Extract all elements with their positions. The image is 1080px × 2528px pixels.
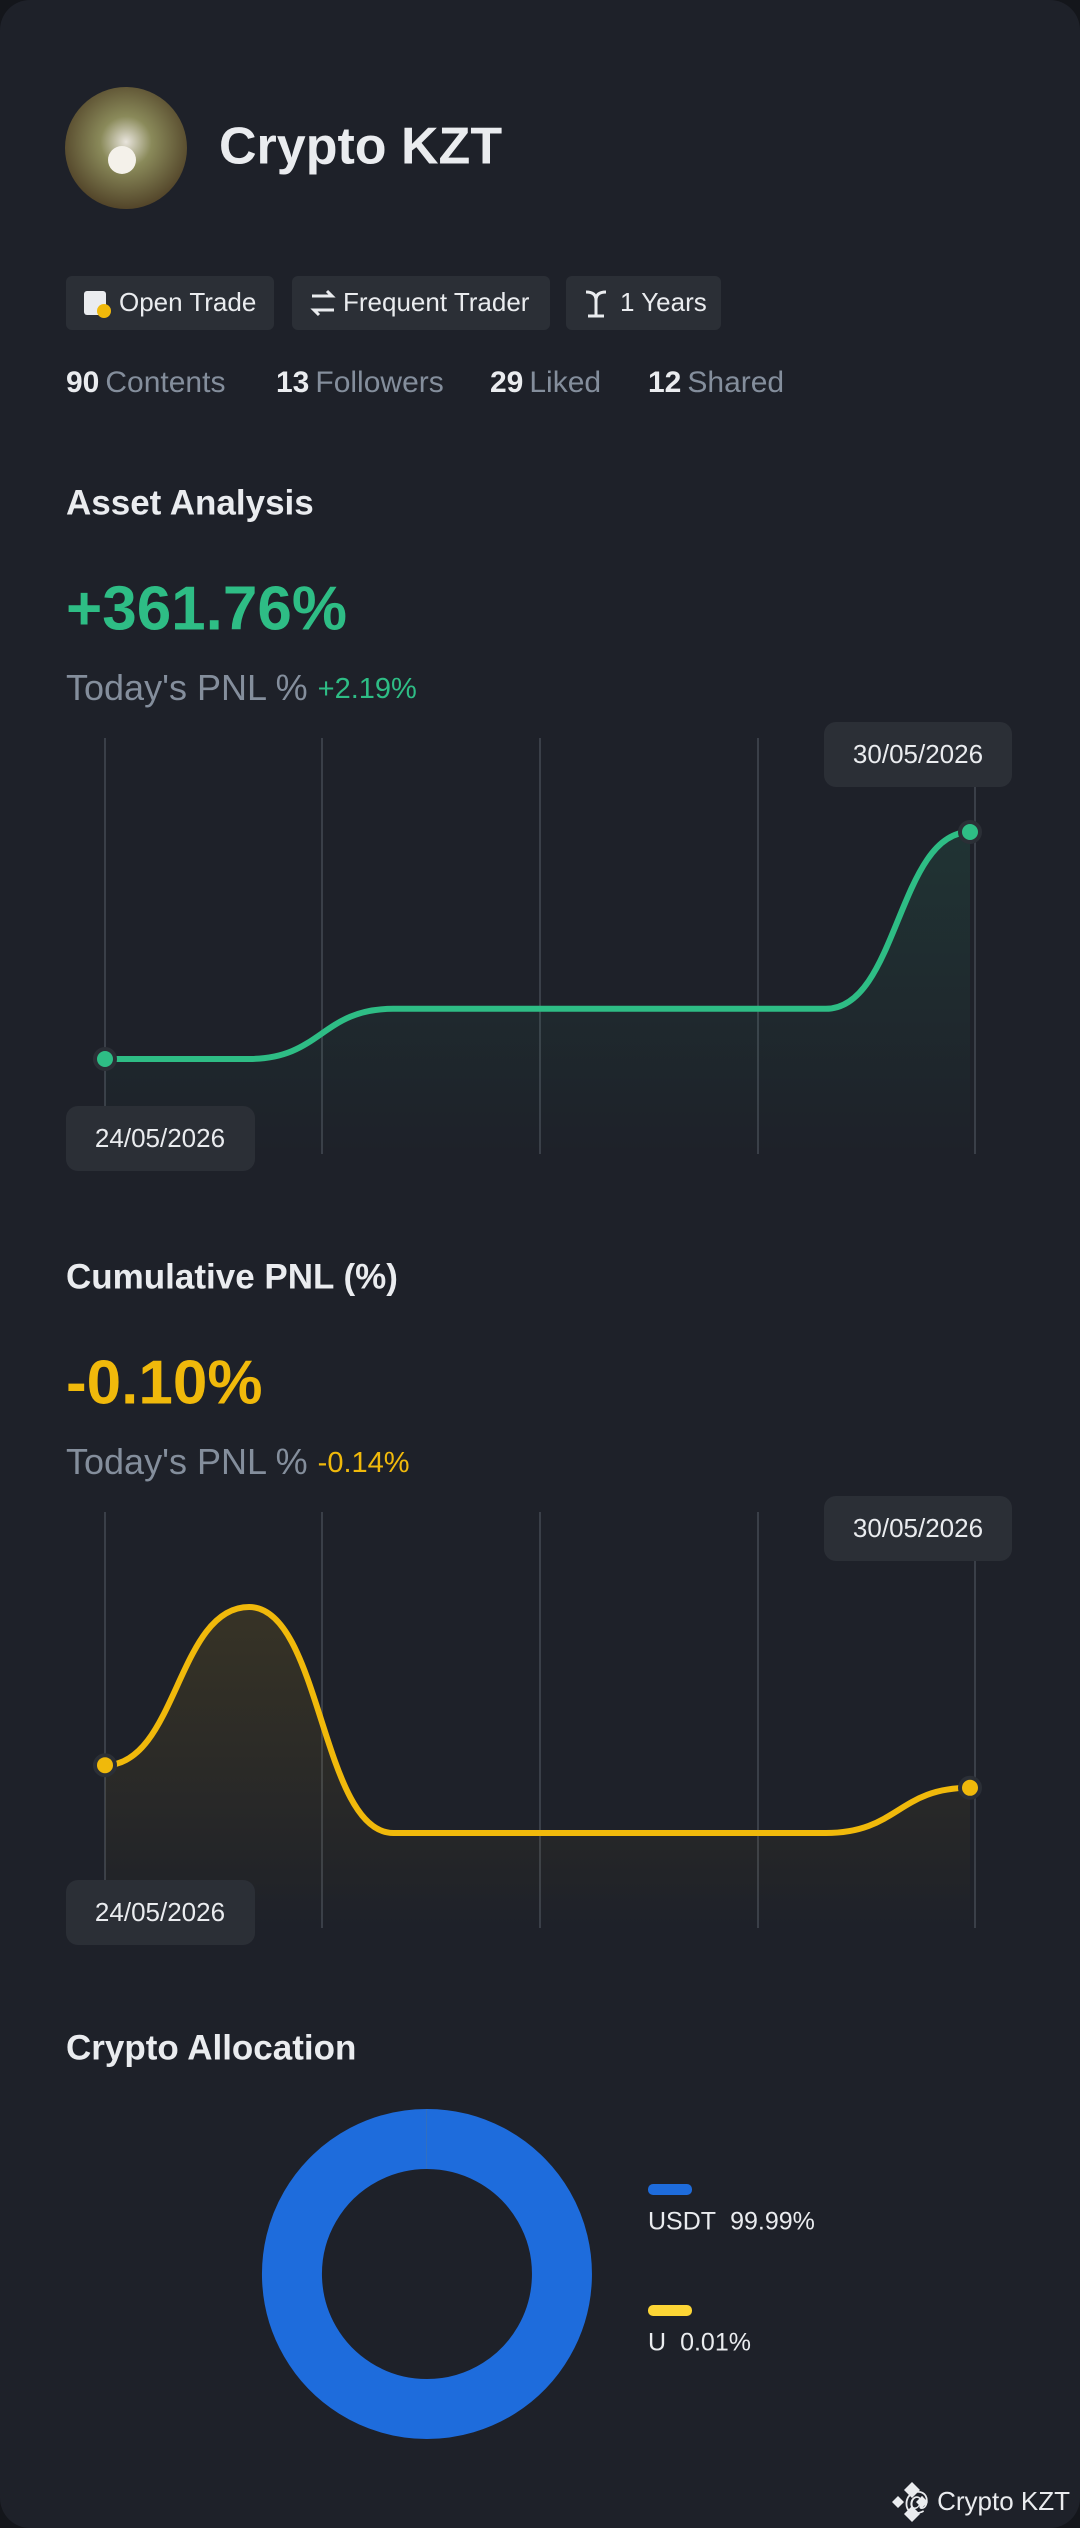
tag <box>566 276 721 330</box>
today-pnl: Today's PNL % -0.14% <box>66 1441 410 1482</box>
today-label: Today's PNL % <box>66 1441 308 1482</box>
date-badge <box>824 1496 1012 1561</box>
today-change: -0.14% <box>318 1447 410 1479</box>
date-label: 30/05/2026 <box>853 739 983 769</box>
tag-label: Frequent Trader <box>343 287 530 317</box>
tag <box>292 276 550 330</box>
legend-value: 99.99% <box>730 2208 815 2236</box>
stat-count: 29 <box>490 366 523 399</box>
line <box>104 1603 971 1837</box>
donut-segment <box>261 2109 592 2439</box>
stat-label: Liked <box>529 366 601 399</box>
tag-icon <box>310 289 336 317</box>
avatar-figure <box>108 146 136 174</box>
section-title: Crypto Allocation <box>66 2028 356 2067</box>
section-title: Asset Analysis <box>66 483 314 522</box>
area <box>105 832 970 1154</box>
today-pnl: Today's PNL % +2.19% <box>66 667 417 708</box>
headline-value: -0.10% <box>66 1348 262 1417</box>
legend-label: USDT <box>648 2208 716 2236</box>
charts: Asset Analysis +361.76% Today's PNL % +2.19… <box>66 483 1012 2439</box>
stat: 90 Contents <box>66 366 225 399</box>
footer-logo <box>892 2482 928 2522</box>
legend-swatch <box>648 2305 692 2316</box>
date-badge <box>824 722 1012 787</box>
legend-value: 0.01% <box>680 2329 751 2357</box>
date-label: 30/05/2026 <box>853 1513 983 1543</box>
area <box>105 1607 970 1928</box>
stat-label: Followers <box>315 366 443 399</box>
legend-swatch <box>648 2184 692 2195</box>
stat-count: 13 <box>276 366 309 399</box>
stat-label: Shared <box>687 366 784 399</box>
stat: 13 Followers <box>276 366 444 399</box>
end-point <box>958 1775 982 1800</box>
date-label: 24/05/2026 <box>95 1123 225 1153</box>
end-point <box>93 1047 117 1071</box>
stats: 90 Contents 13 Followers 29 Liked 12 Shared <box>66 366 784 399</box>
tags: Open Trade Frequent Trader 1 Years <box>66 276 721 330</box>
stat-count: 12 <box>648 366 681 399</box>
today-change: +2.19% <box>318 673 417 705</box>
stat: 12 Shared <box>648 366 784 399</box>
end-point <box>93 1753 117 1778</box>
stat-label: Contents <box>105 366 225 399</box>
legend-label: U <box>648 2329 666 2357</box>
tag-label: Open Trade <box>119 287 256 317</box>
footer-watermark: @ Crypto KZT <box>903 2486 1070 2516</box>
headline-value: +361.76% <box>66 574 347 643</box>
date-badge <box>66 1106 255 1171</box>
tag-icon <box>585 290 607 318</box>
tag <box>66 276 274 330</box>
end-point <box>958 820 982 844</box>
today-label: Today's PNL % <box>66 667 308 708</box>
date-label: 24/05/2026 <box>95 1897 225 1927</box>
stat: 29 Liked <box>490 366 601 399</box>
line <box>105 829 971 1063</box>
profile-name: Crypto KZT <box>219 118 502 176</box>
section-title: Cumulative PNL (%) <box>66 1257 398 1296</box>
tag-label: 1 Years <box>620 287 707 317</box>
stat-count: 90 <box>66 366 99 399</box>
date-badge <box>66 1880 255 1945</box>
tag-icon-badge <box>97 304 111 318</box>
